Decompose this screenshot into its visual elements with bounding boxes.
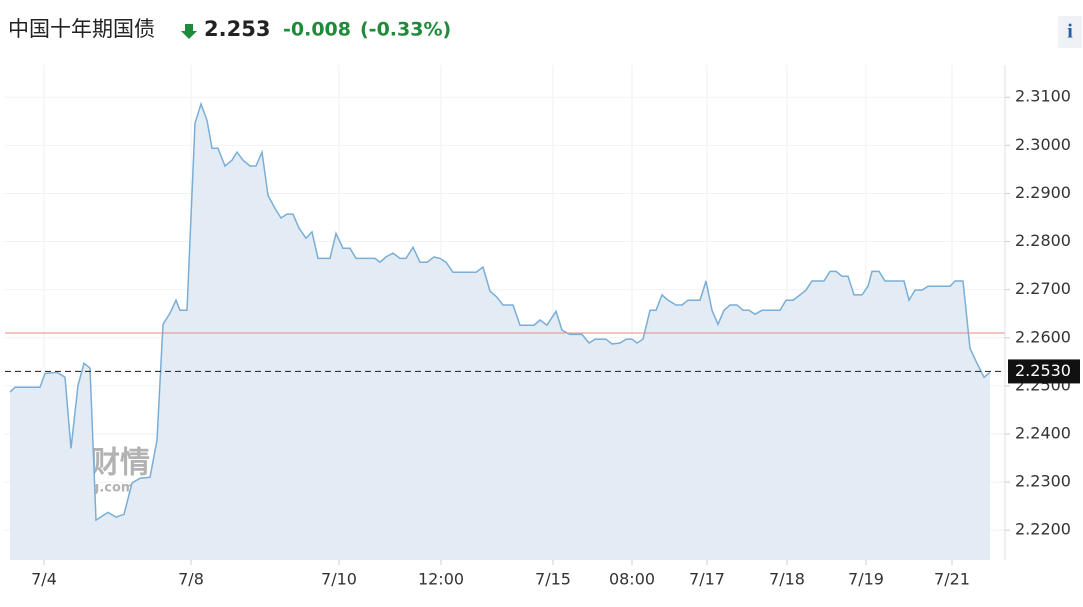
y-tick-label: 2.3000 [1015,135,1071,154]
line [9,101,991,522]
info-button-bg[interactable] [1058,16,1082,48]
down-arrow-icon [181,24,197,39]
last-price-box [1008,359,1080,384]
plot-area: 2.22002.23002.24002.25002.26002.27002.28… [5,65,1080,589]
x-tick-label: 7/19 [848,570,884,589]
chart-title: 中国十年期国债 [8,17,155,41]
area [10,104,990,560]
change-percent: (-0.33%) [360,19,451,41]
x-tick-label: 7/10 [321,570,357,589]
x-tick-label: 7/4 [31,570,57,589]
change: -0.008 [283,19,351,41]
x-tick-label: 7/18 [769,570,805,589]
y-tick-label: 2.2900 [1015,183,1071,202]
info-button[interactable]: i [1058,16,1082,48]
y-tick-label: 2.2800 [1015,231,1071,250]
x-tick-label: 7/17 [689,570,725,589]
y-tick-label: 2.2400 [1015,423,1071,442]
x-tick-label: 7/21 [934,570,970,589]
y-tick-label: 2.2300 [1015,472,1071,491]
x-tick-label: 7/15 [535,570,571,589]
y-tick-label: 2.2600 [1015,327,1071,346]
y-tick-label: 2.2700 [1015,279,1071,298]
x-tick-label: 7/8 [178,570,204,589]
y-tick-label: 2.3100 [1015,87,1071,106]
info-button-label[interactable]: i [1067,21,1073,43]
y-tick-label: 2.2200 [1015,520,1071,539]
price: 2.253 [204,17,270,41]
last-price-label: 2.2530 [1015,361,1071,380]
x-tick-label: 08:00 [609,570,655,589]
x-tick-label: 12:00 [418,570,464,589]
